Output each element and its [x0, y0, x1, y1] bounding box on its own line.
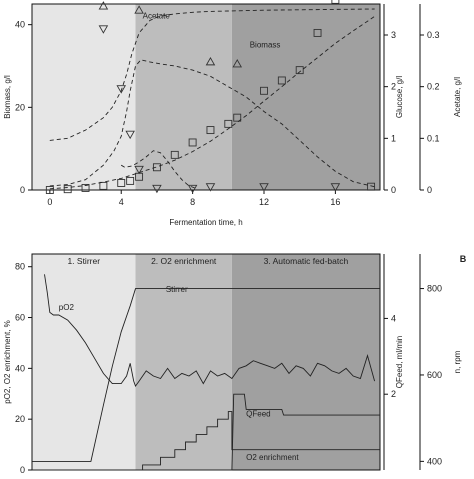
y-left-tick-label: 40: [15, 363, 25, 373]
annotation: Biomass: [250, 40, 281, 49]
phase-band-1: [32, 4, 136, 190]
data-point-square: [126, 176, 135, 185]
y-left-tick-label: 40: [15, 20, 25, 30]
series-curve-3: [49, 59, 375, 188]
y-left-axis-label: pO2, O2 enrichment, %: [3, 320, 12, 404]
series-curve-4: [49, 16, 375, 190]
data-point-square: [224, 119, 233, 128]
panel-letter: B: [460, 254, 467, 264]
data-point-square: [170, 150, 179, 159]
data-point-triangle-up: [232, 59, 243, 68]
y-right1-tick-label: 2: [391, 82, 396, 92]
y-left-axis-label: Biomass, g/l: [3, 75, 12, 119]
data-point-square: [331, 0, 340, 4]
series-line-stirrer: [32, 288, 380, 462]
annotation: QFeed: [246, 410, 270, 419]
x-tick-label: 4: [119, 197, 124, 207]
phase-label-2: 2. O2 enrichment: [151, 256, 217, 266]
y-left-tick-label: 0: [20, 185, 25, 195]
phase-label-1: 1. Stirrer: [67, 256, 100, 266]
y-right2-tick-label: 0.2: [427, 82, 440, 92]
series-curve-6: [120, 150, 197, 189]
data-point-square: [277, 76, 286, 85]
y-right1-axis-label: Glucose, g/l: [395, 76, 404, 118]
y-right2-axis-label: n, rpm: [453, 350, 462, 373]
y-right1-tick-label: 0: [391, 185, 396, 195]
x-tick-label: 16: [330, 197, 340, 207]
phase-band-3: [231, 4, 380, 190]
data-point-square: [152, 163, 161, 172]
data-point-square: [45, 186, 54, 194]
y-left-tick-label: 0: [20, 465, 25, 474]
x-tick-label: 8: [190, 197, 195, 207]
y-right2-tick-label: 0.3: [427, 30, 440, 40]
x-tick-label: 0: [47, 197, 52, 207]
data-point-square: [367, 182, 376, 191]
data-point-square: [81, 183, 90, 192]
y-left-tick-label: 20: [15, 102, 25, 112]
y-left-tick-label: 60: [15, 313, 25, 323]
data-point-triangle-down: [187, 184, 198, 194]
series-line-o2-enrichment: [32, 411, 380, 471]
x-tick-label: 12: [259, 197, 269, 207]
y-left-tick-label: 80: [15, 262, 25, 272]
y-right2-tick-label: 400: [427, 456, 442, 466]
data-point-square: [295, 66, 304, 75]
data-point-triangle-down: [98, 25, 109, 34]
panel-letter-bg: [452, 246, 474, 268]
data-point-triangle-down: [116, 85, 127, 94]
y-right1-tick-label: 2: [391, 389, 396, 399]
y-left-tick-label: 20: [15, 414, 25, 424]
y-right1-tick-label: 4: [391, 313, 396, 323]
y-right2-tick-label: 800: [427, 284, 442, 294]
series-line-qfeed: [32, 393, 380, 471]
annotation: Stirrer: [166, 285, 188, 294]
phase-band-2: [135, 4, 232, 190]
data-point-square: [63, 185, 72, 194]
data-point-triangle-down: [330, 183, 341, 192]
data-point-square: [260, 86, 268, 95]
data-point-triangle-down: [125, 130, 135, 140]
plot-frame: [31, 3, 381, 191]
data-point-triangle-up: [134, 5, 144, 14]
annotation: pO2: [59, 303, 75, 312]
annotation: O2 enrichment: [246, 453, 299, 462]
series-line-po2: [44, 274, 376, 388]
y-right1-axis-label: QFeed, ml/min: [395, 336, 404, 388]
data-point-triangle-down: [259, 183, 269, 192]
phase-band-3: [231, 254, 380, 470]
y-right1-tick-label: 1: [391, 133, 396, 143]
phase-band-2: [135, 254, 232, 470]
data-point-triangle-down: [134, 165, 144, 175]
data-point-triangle-down: [205, 183, 216, 192]
data-point-square: [99, 181, 108, 190]
y-right2-tick-label: 0: [427, 185, 432, 195]
y-right2-axis-label: Acetate, g/l: [453, 77, 462, 117]
data-point-triangle-down: [152, 184, 162, 194]
data-point-square: [313, 28, 322, 37]
data-point-square: [117, 179, 126, 187]
phase-band-1: [32, 254, 136, 470]
phase-label-3: 3. Automatic fed-batch: [264, 256, 349, 266]
y-right1-tick-label: 3: [391, 30, 396, 40]
data-point-triangle-up: [205, 56, 216, 66]
data-point-triangle-up: [98, 1, 109, 10]
data-point-square: [206, 126, 215, 135]
x-axis-label: Fermentation time, h: [169, 218, 242, 227]
data-point-square: [188, 138, 197, 147]
y-right2-tick-label: 0.1: [427, 133, 440, 143]
y-right2-tick-label: 600: [427, 370, 442, 380]
data-point-square: [233, 113, 242, 122]
annotation: Acetate: [143, 11, 171, 20]
